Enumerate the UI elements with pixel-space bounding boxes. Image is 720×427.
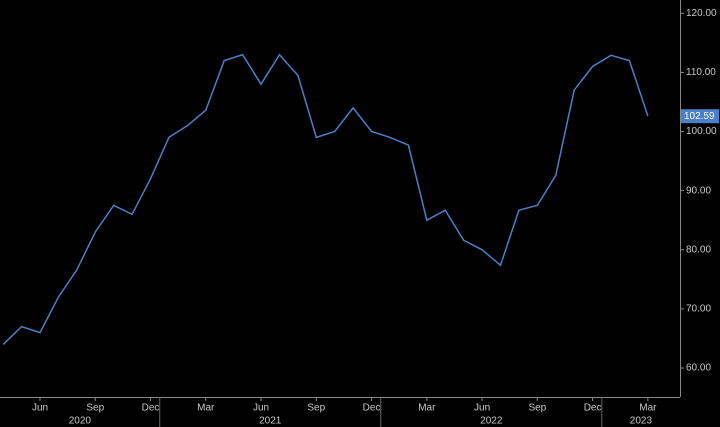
x-tick-label: Jun [474, 403, 490, 414]
year-label: 2020 [69, 416, 92, 427]
y-tick-label: 120.00 [686, 8, 717, 19]
x-tick-label: Sep [528, 403, 546, 414]
x-tick-label: Dec [584, 403, 602, 414]
y-tick-label: 60.00 [686, 363, 711, 374]
x-tick-label: Sep [86, 403, 104, 414]
year-label: 2022 [480, 416, 503, 427]
x-tick-label: Mar [639, 403, 657, 414]
y-tick-label: 80.00 [686, 244, 711, 255]
x-tick-label: Jun [32, 403, 48, 414]
x-tick-label: Mar [418, 403, 436, 414]
price-line [2, 53, 649, 345]
year-label: 2021 [259, 416, 282, 427]
x-tick-label: Sep [307, 403, 325, 414]
last-value-label: 102.59 [684, 111, 715, 122]
y-tick-label: 70.00 [686, 304, 711, 315]
x-tick-label: Dec [142, 403, 160, 414]
y-tick-label: 100.00 [686, 126, 717, 137]
x-tick-label: Jun [253, 403, 269, 414]
y-tick-label: 90.00 [686, 185, 711, 196]
x-tick-label: Dec [363, 403, 381, 414]
y-tick-label: 110.00 [686, 67, 716, 78]
last-value-box [681, 109, 719, 124]
x-tick-label: Mar [197, 403, 215, 414]
year-label: 2023 [630, 416, 653, 427]
